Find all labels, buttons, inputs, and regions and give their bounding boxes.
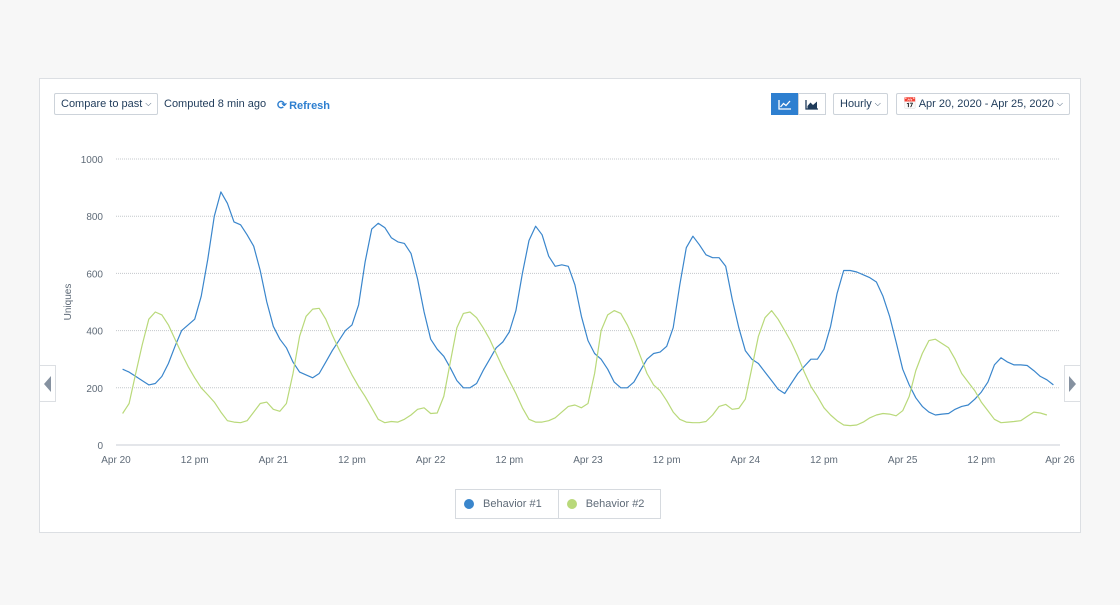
next-period-button[interactable] [1064, 365, 1081, 402]
chevron-down-icon: ⌵ [874, 99, 881, 108]
legend-label: Behavior #2 [585, 498, 645, 510]
compare-to-past-dropdown[interactable]: Compare to past ⌵ [54, 93, 159, 115]
refresh-icon: ⟳ [277, 98, 288, 112]
chart-card: Compare to past ⌵ Computed 8 min ago ⟳ Ref… [39, 78, 1081, 533]
chevron-left-icon [44, 375, 51, 392]
legend-item-behavior-1[interactable]: Behavior #1 [456, 490, 558, 518]
refresh-label: Refresh [289, 100, 331, 112]
interval-dropdown[interactable]: Hourly ⌵ [833, 93, 888, 115]
chart-legend: Behavior #1 Behavior #2 [455, 489, 662, 519]
calendar-icon: 📅 [903, 98, 917, 110]
date-range-label: Apr 20, 2020 - Apr 25, 2020 [918, 98, 1054, 110]
legend-label: Behavior #1 [483, 498, 542, 510]
previous-period-button[interactable] [39, 365, 56, 402]
refresh-button[interactable]: ⟳ Refresh [277, 98, 330, 112]
date-range-picker[interactable]: 📅 Apr 20, 2020 - Apr 25, 2020 ⌵ [896, 93, 1070, 115]
compare-label: Compare to past [61, 98, 143, 110]
chevron-right-icon [1069, 375, 1076, 392]
line-chart-icon [778, 99, 791, 110]
line-chart-view-button[interactable] [771, 93, 799, 115]
area-chart-icon [805, 99, 818, 110]
legend-swatch [464, 499, 474, 509]
area-chart-view-button[interactable] [798, 93, 826, 115]
computed-status: Computed 8 min ago [164, 98, 267, 110]
legend-swatch [566, 499, 577, 509]
legend-item-behavior-2[interactable]: Behavior #2 [557, 490, 661, 518]
chevron-down-icon: ⌵ [145, 99, 152, 108]
interval-label: Hourly [840, 98, 872, 110]
chevron-down-icon: ⌵ [1056, 99, 1063, 108]
